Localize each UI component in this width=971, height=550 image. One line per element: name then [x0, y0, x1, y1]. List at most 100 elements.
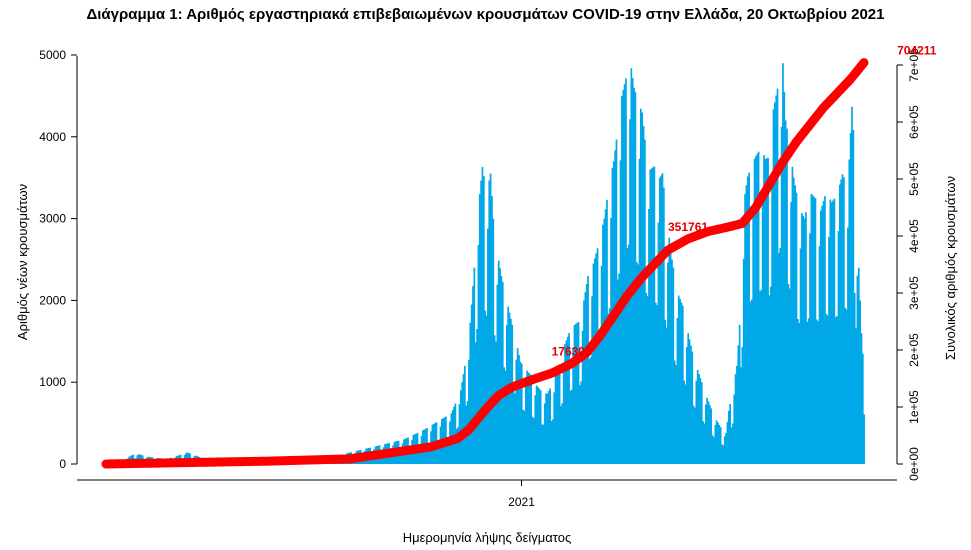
- daily-cases-bar: [408, 449, 411, 464]
- daily-cases-bar: [622, 90, 625, 465]
- daily-cases-bar: [768, 295, 771, 464]
- daily-cases-bar: [763, 155, 765, 464]
- daily-cases-bar: [500, 275, 503, 464]
- daily-cases-bar: [504, 370, 507, 464]
- daily-cases-bar: [721, 444, 723, 464]
- daily-cases-bar: [592, 263, 595, 464]
- daily-cases-bar: [542, 424, 545, 464]
- daily-cases-bar: [671, 259, 673, 464]
- daily-cases-bar: [545, 393, 547, 464]
- y-tick-label: 2000: [39, 293, 66, 307]
- daily-cases-bar: [787, 284, 790, 464]
- daily-cases-bar: [740, 367, 742, 464]
- daily-cases-bar: [657, 222, 660, 464]
- daily-cases-bar: [773, 102, 776, 465]
- daily-cases-bar: [822, 200, 825, 464]
- daily-cases-bar: [573, 324, 576, 464]
- daily-cases-bar: [446, 437, 449, 464]
- daily-cases-bar: [621, 95, 623, 465]
- daily-cases-bar: [572, 347, 575, 464]
- daily-cases-bar: [860, 333, 863, 464]
- y-tick-label: 4000: [39, 130, 66, 144]
- daily-cases-bar: [470, 304, 473, 464]
- daily-cases-bar: [662, 187, 665, 465]
- daily-cases-bar: [623, 84, 626, 465]
- daily-cases-bar: [630, 68, 633, 464]
- daily-cases-bar: [537, 387, 539, 464]
- y2-tick-label: 7e+05: [907, 48, 921, 82]
- daily-cases-bar: [794, 185, 796, 465]
- y2-tick-label: 2e+05: [907, 333, 921, 367]
- cumulative-annotation: 176303: [552, 345, 592, 359]
- daily-cases-bar: [587, 275, 589, 464]
- daily-cases-bar: [584, 292, 587, 464]
- chart-title: Διάγραμμα 1: Αριθμός εργαστηριακά επιβεβ…: [86, 6, 885, 23]
- daily-cases-bar: [566, 336, 569, 464]
- daily-cases-bar: [489, 173, 492, 465]
- daily-cases-bar: [526, 370, 528, 464]
- daily-cases-bar: [717, 422, 719, 464]
- daily-cases-bar: [829, 199, 832, 465]
- daily-cases-bar: [820, 210, 822, 464]
- daily-cases-bar: [722, 445, 725, 464]
- daily-cases-bar: [700, 382, 703, 464]
- cumulative-annotation: 351761: [668, 220, 708, 234]
- daily-cases-bar: [807, 318, 810, 464]
- daily-cases-bar: [481, 167, 484, 465]
- daily-cases-bar: [664, 319, 667, 464]
- daily-cases-bar: [484, 310, 487, 464]
- daily-cases-bar: [863, 414, 866, 464]
- daily-cases-bar: [688, 339, 691, 464]
- daily-cases-bar: [692, 405, 695, 464]
- daily-cases-bar: [837, 230, 840, 464]
- daily-cases-bar: [557, 369, 560, 464]
- daily-cases-bar: [652, 167, 654, 464]
- daily-cases-bar: [459, 390, 462, 464]
- daily-cases-bar: [419, 446, 422, 464]
- daily-cases-bar: [541, 424, 543, 464]
- daily-cases-bar: [482, 176, 485, 464]
- daily-cases-bar: [714, 425, 717, 464]
- daily-cases-bar: [840, 179, 843, 464]
- daily-cases-bar: [438, 440, 441, 464]
- daily-cases-bar: [784, 120, 787, 464]
- daily-cases-bar: [825, 314, 828, 464]
- daily-cases-bar: [772, 109, 775, 464]
- daily-cases-bar: [783, 91, 786, 465]
- daily-cases-bar: [454, 403, 457, 464]
- daily-cases-bar: [568, 333, 570, 464]
- daily-cases-bar: [400, 450, 403, 464]
- daily-cases-bar: [462, 374, 465, 464]
- daily-cases-bar: [585, 284, 588, 464]
- daily-cases-bar: [390, 452, 393, 464]
- daily-cases-bar: [427, 443, 430, 464]
- daily-cases-bar: [687, 333, 690, 464]
- daily-cases-bar: [476, 329, 478, 464]
- daily-cases-bar: [709, 405, 711, 464]
- daily-cases-bar: [633, 87, 635, 464]
- daily-cases-bar: [618, 273, 621, 464]
- daily-cases-bar: [528, 374, 531, 464]
- daily-cases-bar: [683, 380, 686, 464]
- daily-cases-bar: [539, 390, 542, 464]
- daily-cases-bar: [511, 324, 514, 464]
- daily-cases-bar: [580, 381, 583, 464]
- daily-cases-bar: [698, 374, 700, 464]
- daily-cases-bar: [499, 268, 501, 464]
- y2-tick-label: 5e+05: [907, 162, 921, 196]
- daily-cases-bar: [496, 284, 499, 464]
- annotation-layer: 176303 351761 704211: [552, 44, 937, 359]
- daily-cases-bar: [518, 354, 520, 464]
- daily-cases-bar: [658, 177, 661, 464]
- daily-cases-bar: [635, 261, 638, 464]
- daily-cases-bar: [469, 322, 472, 464]
- daily-cases-bar: [753, 158, 756, 464]
- daily-cases-bar: [547, 390, 550, 464]
- daily-cases-bar: [409, 448, 412, 464]
- daily-cases-bar: [782, 63, 784, 464]
- daily-cases-bar: [608, 308, 611, 464]
- daily-cases-bar: [730, 427, 733, 464]
- daily-cases-bar: [381, 453, 384, 464]
- daily-cases-bar: [806, 321, 809, 464]
